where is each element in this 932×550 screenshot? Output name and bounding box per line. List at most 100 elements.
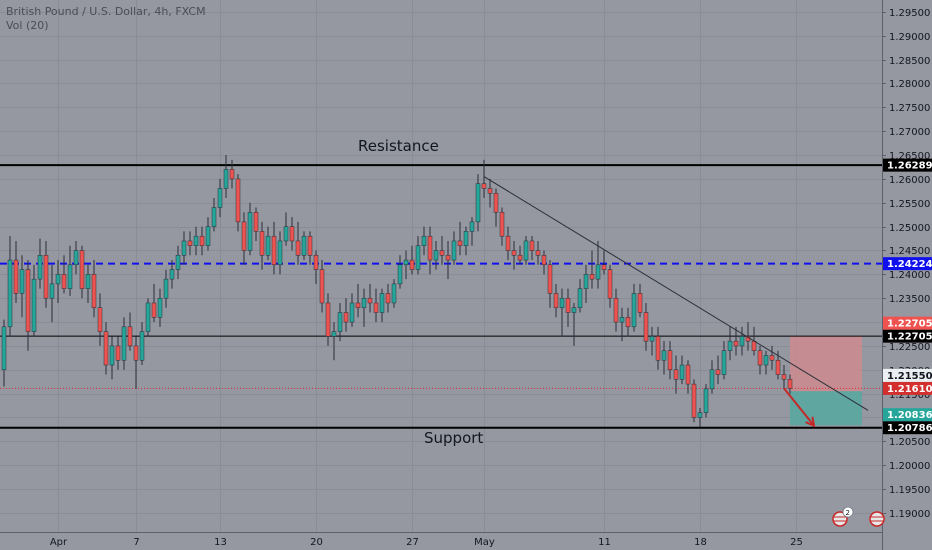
candle-up (475, 183, 481, 223)
price-tick-label: 1.27000 (889, 127, 930, 138)
drawings[interactable] (483, 176, 869, 428)
candle-up (697, 412, 703, 418)
candle-down (499, 212, 505, 237)
price-tags: 1.26289 1.24224 1.22705 1.20786 1.22705 1.216… (883, 158, 932, 435)
price-tick-label: 1.25000 (889, 223, 930, 234)
candle-down (43, 255, 49, 299)
price-tick-label: 1.24500 (889, 246, 930, 257)
dashed-level-price-tag-label: 1.24224 (887, 259, 932, 270)
candle-down (457, 240, 463, 246)
price-axis[interactable]: 1.29500 1.29000 1.28500 1.28000 1.27500 1.270… (882, 0, 932, 550)
candle-up (193, 235, 199, 246)
horizontal-levels[interactable] (0, 164, 882, 429)
candle-up (277, 240, 283, 266)
candle-up (181, 240, 187, 256)
descending-trendline[interactable] (483, 176, 869, 411)
forecast-arrow-head-icon[interactable] (805, 416, 816, 428)
flag-icon-group[interactable]: 2 (832, 506, 885, 527)
candle-up (763, 355, 769, 366)
support-label: Support (424, 429, 483, 447)
candle-up (211, 207, 217, 227)
candle-down (343, 312, 349, 323)
candle-down (637, 293, 643, 313)
candle-down (385, 293, 391, 304)
candle-down (367, 297, 373, 304)
candle-up (421, 235, 427, 246)
candle-down (91, 274, 97, 308)
time-tick-label: Apr (50, 537, 68, 548)
time-axis[interactable]: Apr 7 13 20 27 May 11 18 25 (0, 532, 882, 549)
candle-down (607, 269, 613, 299)
time-tick-label: 7 (133, 537, 139, 548)
candle-up (265, 235, 271, 256)
candle-down (445, 255, 451, 261)
dashed-level-price-tag (883, 257, 932, 271)
candle-up (139, 331, 145, 361)
us-flag-icon[interactable] (832, 511, 848, 527)
forecast-arrow-shaft[interactable] (783, 387, 815, 427)
candle-down (757, 350, 763, 366)
symbol-title[interactable]: British Pound / U.S. Dollar, 4h, FXCM (6, 5, 206, 18)
candle-up (703, 388, 709, 413)
candle-up (1, 326, 7, 371)
candle-up (469, 221, 475, 232)
candle-up (577, 288, 583, 308)
time-tick-label: May (474, 537, 495, 548)
take-profit-zone (790, 391, 862, 426)
candle-up (619, 317, 625, 323)
candle-down (751, 340, 757, 351)
candle-up (169, 269, 175, 280)
candle-down (733, 340, 739, 347)
candle-up (73, 250, 79, 266)
candle-up (595, 264, 601, 280)
candle-up (31, 278, 37, 332)
price-tick-label: 1.20500 (889, 437, 930, 448)
candle-up (583, 274, 589, 289)
candle-up (85, 274, 91, 289)
candle-down (61, 274, 67, 289)
price-tick-label: 1.21500 (889, 390, 930, 401)
candles (1, 155, 793, 428)
volume-indicator-label[interactable]: Vol (20) (6, 19, 49, 32)
candle-down (529, 240, 535, 251)
time-tick-label: 13 (214, 537, 227, 548)
support-price-tag (883, 421, 932, 435)
candle-down (103, 331, 109, 366)
candle-down (493, 192, 499, 213)
time-tick-label: 18 (694, 537, 707, 548)
candle-up (175, 255, 181, 270)
candle-down (505, 235, 511, 251)
candle-up (523, 240, 529, 261)
candle-down (535, 250, 541, 256)
price-tick-label: 1.24000 (889, 270, 930, 281)
candle-up (361, 297, 367, 308)
candle-up (145, 302, 151, 332)
candle-up (631, 293, 637, 328)
price-tick-label: 1.25500 (889, 199, 930, 210)
event-count: 2 (846, 509, 850, 517)
candle-up (223, 169, 229, 189)
time-tick-label: 11 (598, 537, 611, 548)
candle-down (439, 250, 445, 256)
candle-up (157, 297, 163, 318)
entry-price-tag-label: 1.21550 (887, 371, 932, 382)
candle-down (481, 183, 487, 189)
candle-up (451, 240, 457, 261)
candle-down (13, 259, 19, 294)
candle-up (571, 307, 577, 313)
candle-up (727, 340, 733, 351)
us-flag-icon[interactable] (869, 511, 885, 527)
candle-down (259, 231, 265, 256)
price-tick-label: 1.28500 (889, 56, 930, 67)
candle-down (409, 259, 415, 270)
resistance-price-tag (883, 158, 932, 172)
candle-down (781, 374, 787, 380)
candle-down (295, 240, 301, 256)
candle-down (667, 350, 673, 371)
price-tick-label: 1.19000 (889, 509, 930, 520)
candle-down (625, 317, 631, 328)
candle-down (97, 307, 103, 332)
price-tick-label: 1.26500 (889, 151, 930, 162)
